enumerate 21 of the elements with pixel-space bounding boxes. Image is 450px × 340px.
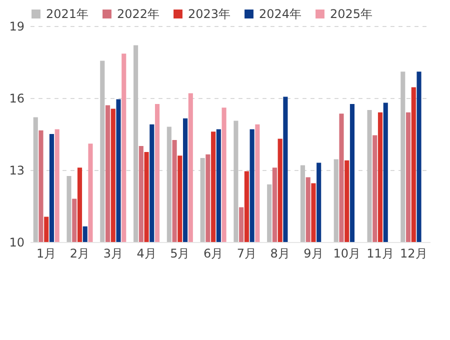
y-tick-label: 19	[9, 20, 24, 34]
x-tick-label: 12月	[400, 246, 428, 260]
y-tick-label: 16	[9, 92, 24, 106]
x-tick-label: 10月	[333, 246, 360, 260]
x-tick-label: 8月	[270, 246, 290, 260]
x-tick-label: 4月	[136, 246, 156, 260]
x-tick-label: 1月	[36, 246, 56, 260]
legend-label: 2022年	[117, 7, 160, 21]
x-tick-label: 6月	[203, 246, 224, 260]
legend-label: 2024年	[259, 7, 302, 21]
legend-label: 2023年	[188, 7, 231, 21]
x-tick-label: 7月	[236, 246, 257, 260]
legend-label: 2025年	[330, 7, 373, 21]
y-tick-label: 13	[9, 164, 24, 178]
x-tick-label: 2月	[70, 246, 90, 260]
x-tick-label: 3月	[103, 246, 123, 260]
x-tick-label: 9月	[304, 246, 324, 260]
y-tick-label: 10	[9, 236, 24, 250]
x-tick-label: 11月	[366, 246, 394, 260]
x-tick-label: 5月	[170, 246, 190, 260]
legend-label: 2021年	[46, 7, 89, 21]
